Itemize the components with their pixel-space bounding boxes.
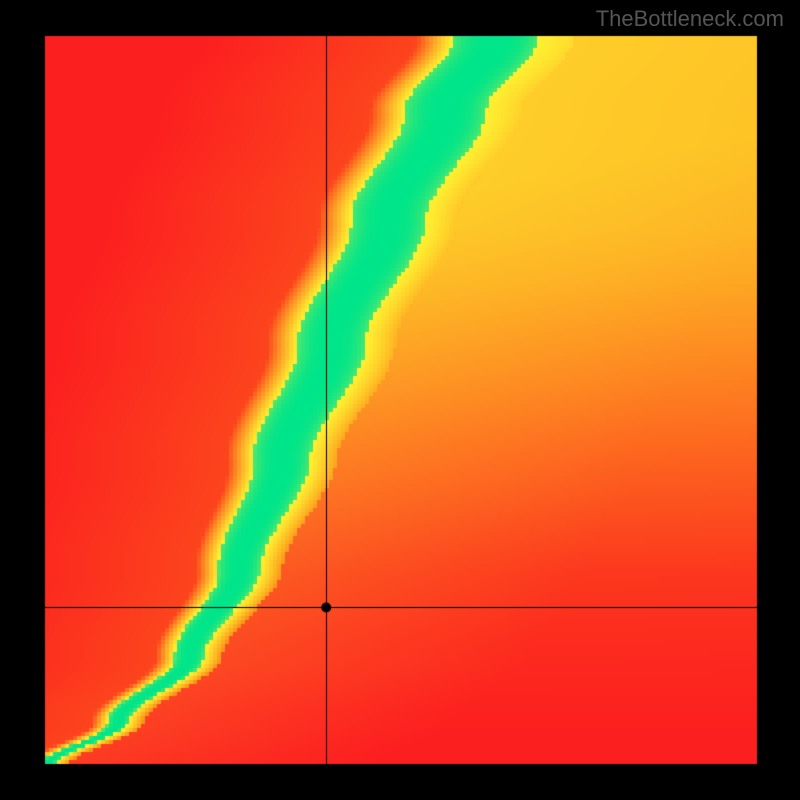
heatmap-canvas bbox=[0, 0, 800, 800]
watermark-text: TheBottleneck.com bbox=[596, 6, 784, 32]
